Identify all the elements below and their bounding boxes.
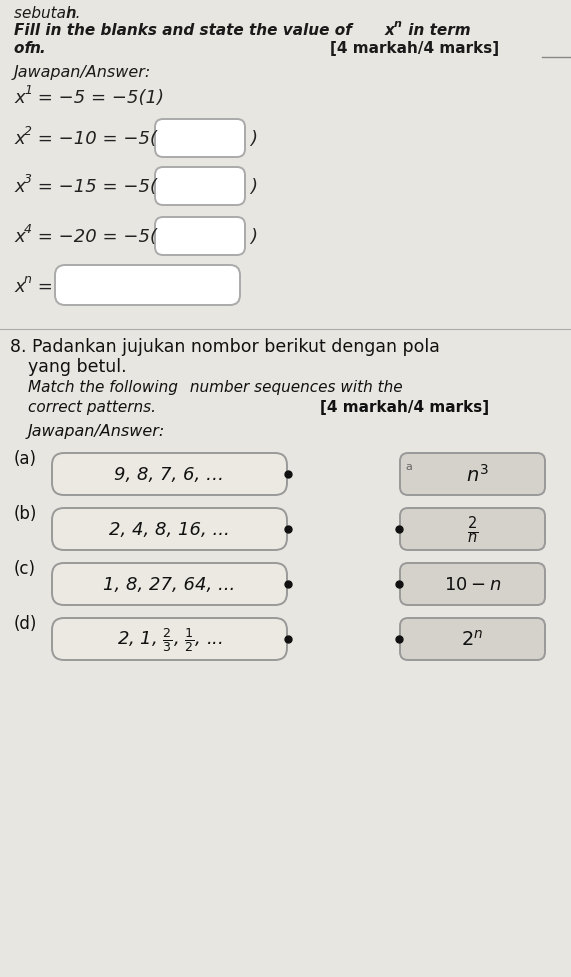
Text: [4 markah/4 marks]: [4 markah/4 marks] — [330, 41, 499, 56]
Text: =: = — [32, 277, 53, 296]
FancyBboxPatch shape — [52, 453, 287, 495]
Text: sebutah: sebutah — [14, 6, 81, 21]
Text: Fill in the blanks and state the value of: Fill in the blanks and state the value o… — [14, 23, 357, 38]
Text: correct patterns.: correct patterns. — [28, 400, 156, 414]
Text: number sequences with the: number sequences with the — [185, 380, 403, 395]
Text: Jawapan/Answer:: Jawapan/Answer: — [14, 64, 151, 80]
Text: Jawapan/Answer:: Jawapan/Answer: — [28, 424, 165, 439]
Text: 4: 4 — [24, 223, 32, 235]
FancyBboxPatch shape — [400, 508, 545, 550]
Text: a: a — [405, 461, 412, 472]
Text: x: x — [14, 89, 25, 106]
Text: ): ) — [250, 228, 257, 246]
Text: in term: in term — [403, 23, 471, 38]
Text: yang betul.: yang betul. — [28, 358, 127, 375]
FancyBboxPatch shape — [55, 266, 240, 306]
FancyBboxPatch shape — [155, 168, 245, 206]
Text: = −10 = −5(: = −10 = −5( — [32, 130, 157, 148]
FancyBboxPatch shape — [52, 508, 287, 550]
Text: 1: 1 — [24, 84, 32, 97]
FancyBboxPatch shape — [52, 564, 287, 606]
Text: $n^3$: $n^3$ — [466, 463, 489, 486]
Text: x: x — [385, 23, 395, 38]
Text: 2, 4, 8, 16, ...: 2, 4, 8, 16, ... — [109, 521, 230, 538]
Text: n.: n. — [30, 41, 47, 56]
Text: x: x — [14, 178, 25, 195]
Text: [4 markah/4 marks]: [4 markah/4 marks] — [320, 400, 489, 414]
Text: 8. Padankan jujukan nombor berikut dengan pola: 8. Padankan jujukan nombor berikut denga… — [10, 338, 440, 356]
Text: 3: 3 — [24, 173, 32, 186]
Text: Match the following: Match the following — [28, 380, 178, 395]
Text: = −20 = −5(: = −20 = −5( — [32, 228, 157, 246]
FancyBboxPatch shape — [155, 218, 245, 256]
Text: x: x — [14, 130, 25, 148]
Text: $10 - n$: $10 - n$ — [444, 575, 501, 593]
FancyBboxPatch shape — [400, 564, 545, 606]
Text: = −15 = −5(: = −15 = −5( — [32, 178, 157, 195]
Text: (c): (c) — [14, 560, 36, 577]
Text: ): ) — [250, 178, 257, 195]
Text: 2, 1, $\frac{2}{3}$, $\frac{1}{2}$, ...: 2, 1, $\frac{2}{3}$, $\frac{1}{2}$, ... — [116, 625, 223, 654]
Text: x: x — [14, 277, 25, 296]
Text: n: n — [24, 273, 32, 285]
Text: ): ) — [250, 130, 257, 148]
Text: n.: n. — [66, 6, 81, 21]
Text: 1, 8, 27, 64, ...: 1, 8, 27, 64, ... — [103, 575, 236, 593]
Text: 2: 2 — [24, 125, 32, 138]
Text: x: x — [14, 228, 25, 246]
FancyBboxPatch shape — [155, 120, 245, 158]
FancyBboxPatch shape — [400, 453, 545, 495]
Text: $\frac{2}{n}$: $\frac{2}{n}$ — [467, 514, 478, 545]
FancyBboxPatch shape — [400, 618, 545, 660]
Text: (b): (b) — [14, 504, 37, 523]
Text: = −5 = −5(1): = −5 = −5(1) — [32, 89, 164, 106]
Text: 9, 8, 7, 6, …: 9, 8, 7, 6, … — [115, 465, 224, 484]
Text: (a): (a) — [14, 449, 37, 468]
Text: $2^n$: $2^n$ — [461, 629, 484, 650]
Text: (d): (d) — [14, 615, 37, 632]
Text: n: n — [394, 19, 402, 29]
FancyBboxPatch shape — [52, 618, 287, 660]
Text: of: of — [14, 41, 37, 56]
